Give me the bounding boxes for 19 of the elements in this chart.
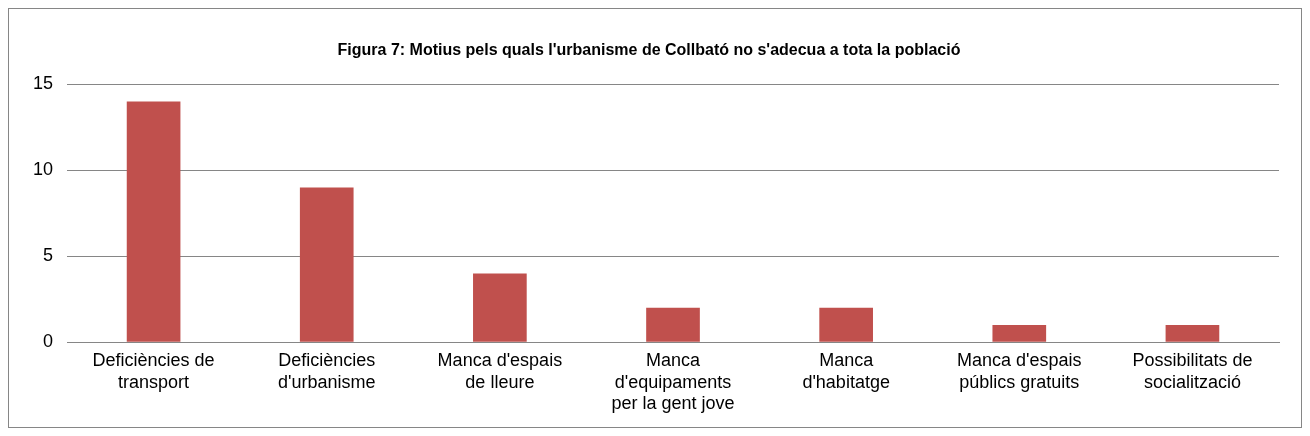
x-tick-label: Manca d'habitatge: [802, 349, 890, 392]
x-tick-label: Manca d'espais de lleure: [437, 349, 563, 392]
bar: [819, 307, 873, 342]
x-tick-label: Deficiències de transport: [92, 349, 215, 392]
chart-title: Figura 7: Motius pels quals l'urbanisme de Collbató no s'adecua a tota la població: [337, 41, 961, 59]
y-tick-label: 5: [43, 245, 54, 266]
x-tick-label: Manca d'equipaments per la gent jove: [611, 349, 735, 414]
bar: [126, 101, 181, 342]
y-tick-label: 0: [43, 331, 54, 352]
x-tick-label: Possibilitats de socialització: [1132, 349, 1253, 392]
bar: [992, 325, 1047, 342]
bar: [299, 187, 354, 342]
x-tick-label: Deficiències d'urbanisme: [277, 349, 376, 392]
bar: [646, 307, 700, 342]
bar: [473, 273, 527, 342]
y-tick-label: 15: [32, 73, 54, 94]
y-tick-label: 10: [32, 159, 54, 180]
bar: [1165, 325, 1220, 342]
x-tick-label: Manca d'espais públics gratuits: [957, 349, 1082, 392]
